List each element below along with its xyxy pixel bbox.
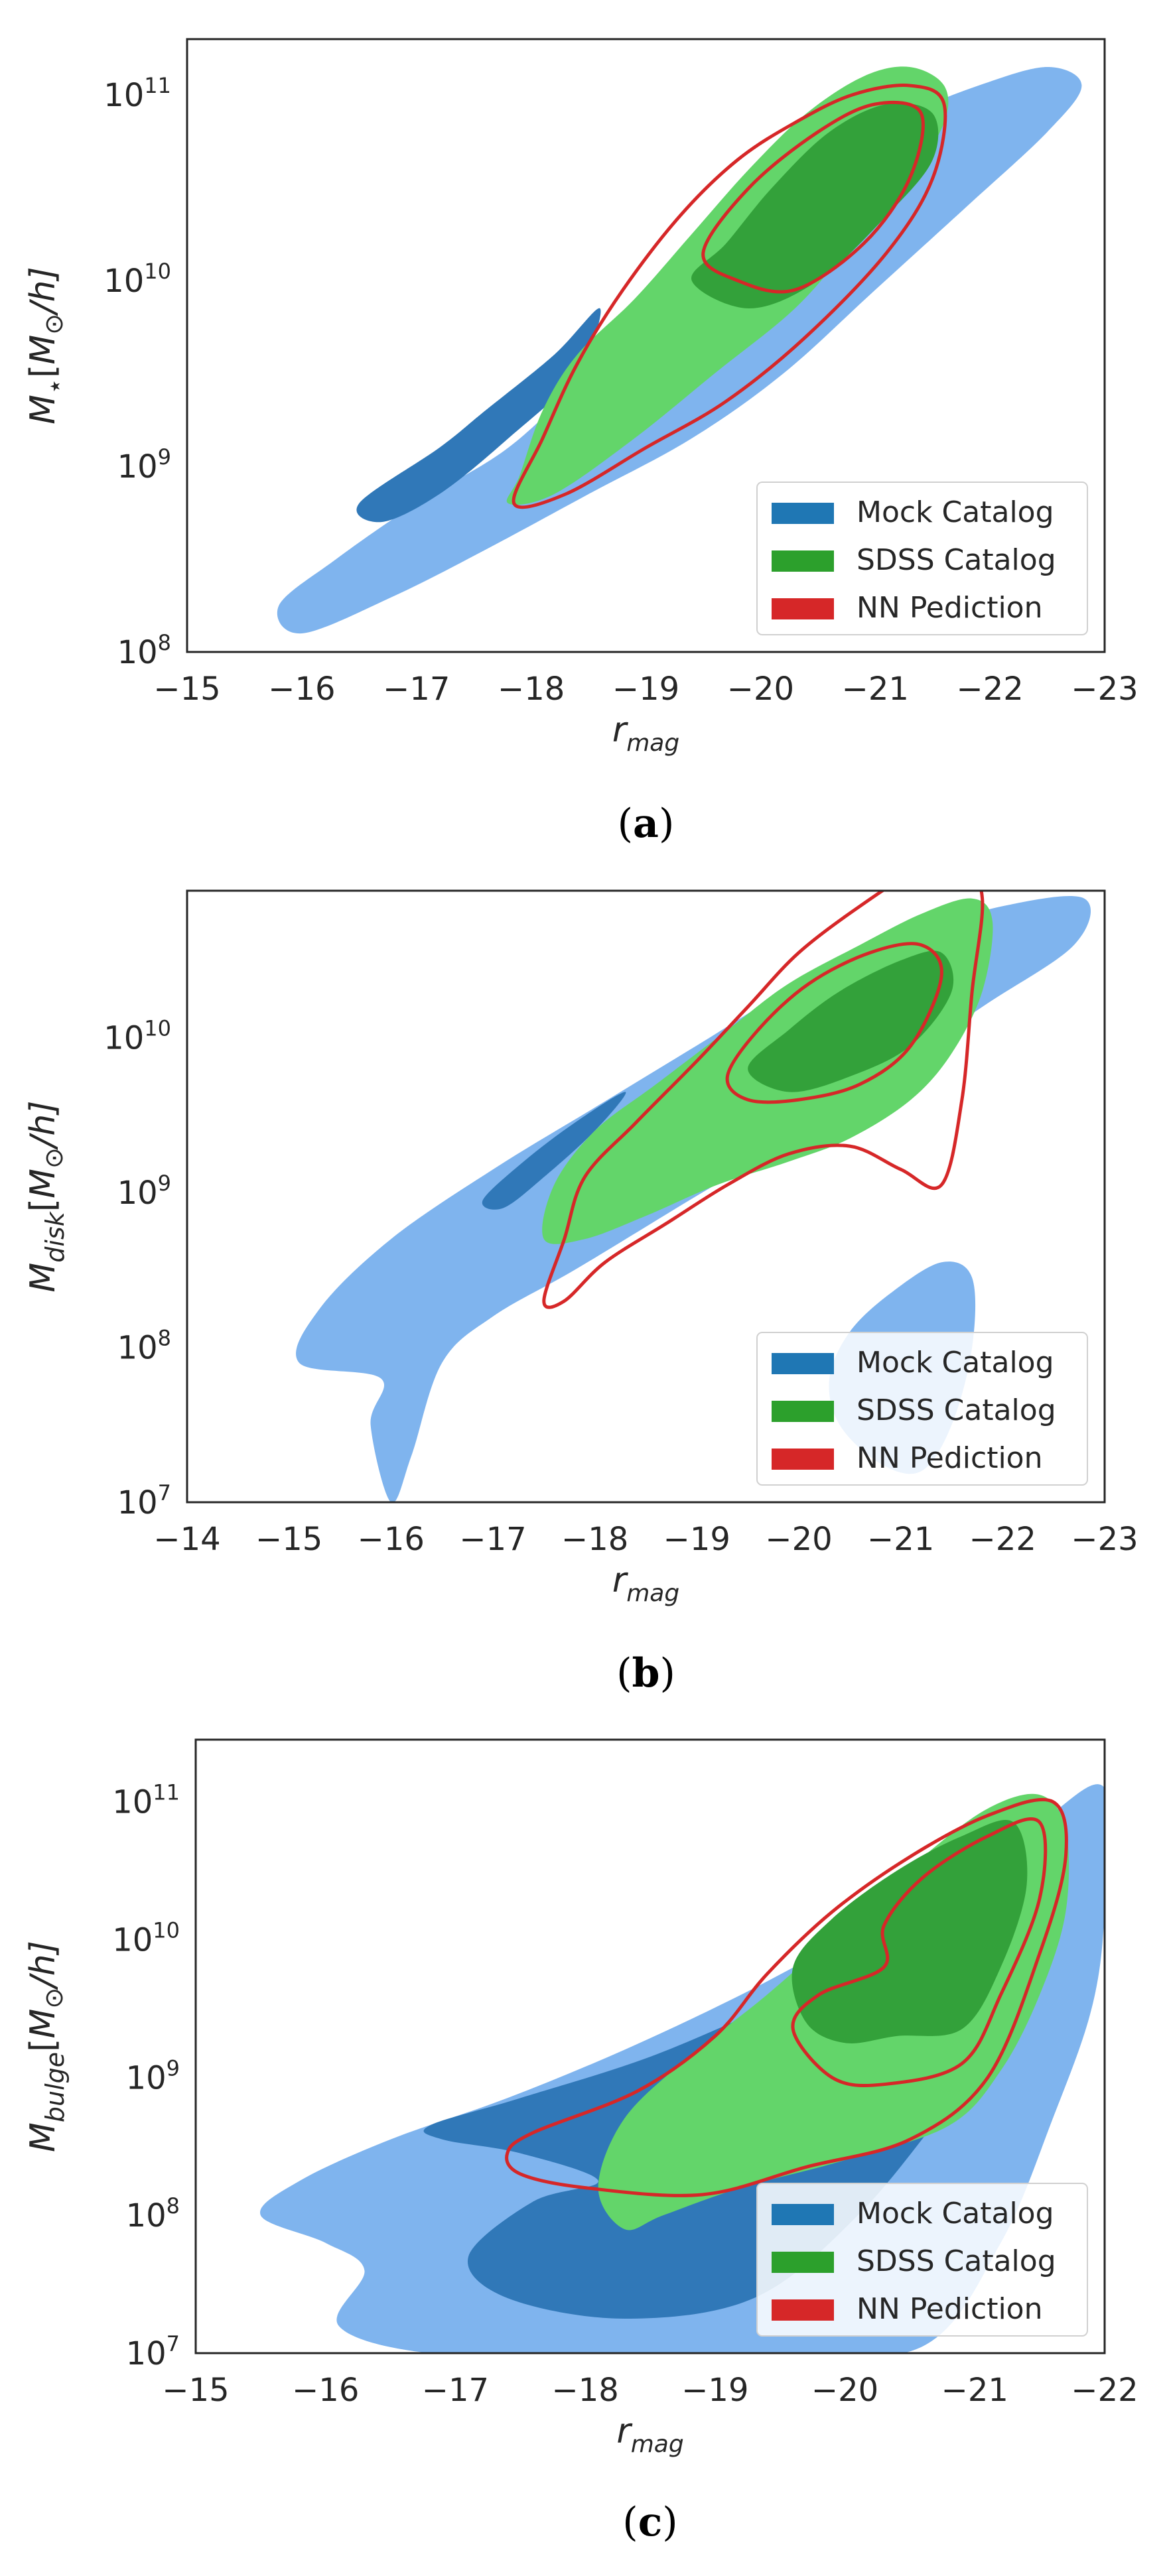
legend-nn-label: NN Pediction [857,1441,1042,1475]
legend-sdss-label: SDSS Catalog [857,1393,1056,1427]
y-tick-label: 1010 [103,1016,171,1057]
x-tick-label: −20 [727,671,794,708]
y-tick-label: 109 [117,1171,171,1212]
panel-caption: (a) [618,801,675,847]
axes-frame [186,38,1106,653]
x-tick-label: −15 [162,2372,229,2409]
legend-sdss-swatch [772,550,834,572]
y-axis-label: Mbulge[M⊙/h] [23,1941,70,2152]
plot-area [277,66,1082,634]
nn-prediction-inner-contour [701,100,925,294]
nn-prediction-outer-contour [542,891,985,1309]
x-tick-label: −19 [663,1521,730,1558]
mock-catalog-inner-contour [356,308,601,523]
x-tick-label: −23 [1071,671,1138,708]
x-tick-label: −22 [956,671,1023,708]
x-tick-label: −21 [867,1521,934,1558]
x-tick-label: −16 [358,1521,425,1558]
legend-frame [756,482,1088,635]
x-tick-label: −19 [681,2372,748,2409]
x-tick-label: −16 [292,2372,359,2409]
x-tick-label: −22 [969,1521,1036,1558]
sdss-catalog-inner-contour [748,950,954,1092]
sdss-catalog-inner-contour [791,1820,1028,2044]
x-tick-label: −21 [941,2372,1008,2409]
y-tick-label: 1010 [112,1917,180,1959]
y-tick-label: 1010 [103,259,171,300]
legend-mock-label: Mock Catalog [857,1346,1054,1380]
panel-c: −15 −16 −17 −18 −19 −20 −21 −22 107 108 109 1010 101… [23,1738,1138,2545]
legend-nn-label: NN Pediction [857,2292,1042,2326]
nn-prediction-outer-contour [512,84,947,509]
x-tick-label: −22 [1071,2372,1138,2409]
panel-b: −14 −15 −16 −17 −18 −19 −20 −21 −22 −23 107 108 109 1… [23,889,1138,1697]
legend-nn-swatch [772,598,834,619]
legend-sdss-label: SDSS Catalog [857,543,1056,577]
x-tick-label: −15 [153,671,220,708]
x-tick-label: −20 [765,1521,832,1558]
y-tick-label: 107 [126,2331,180,2372]
legend-nn-swatch [772,2299,834,2321]
panel-caption: (c) [622,2499,677,2545]
x-tick-label: −18 [551,2372,618,2409]
panels: −15 −16 −17 −18 −19 −20 −21 −22 −23 108 109 1010 101… [23,38,1138,2545]
legend-mock-label: Mock Catalog [857,495,1054,529]
x-tick-label: −20 [811,2372,878,2409]
y-tick-label: 107 [117,1480,171,1521]
legend-sdss-swatch [772,1401,834,1422]
y-tick-label: 108 [126,2193,180,2234]
mock-catalog-inner-contour [482,1092,626,1210]
legend-nn-swatch [772,1449,834,1470]
legend: Mock Catalog SDSS Catalog NN Pediction [756,1332,1088,1486]
legend-mock-label: Mock Catalog [857,2197,1054,2230]
x-tick-label: −18 [498,671,565,708]
legend-mock-swatch [772,1353,834,1374]
nn-prediction-inner-contour [725,942,943,1104]
legend-frame [756,1332,1088,1486]
y-tick-label: 1011 [112,1780,180,1821]
x-tick-label: −14 [153,1521,220,1558]
axes-frame [194,1738,1106,2354]
nn-prediction-inner-contour [791,1817,1048,2088]
panel-a: −15 −16 −17 −18 −19 −20 −21 −22 −23 108 109 1010 101… [23,38,1138,847]
x-tick-label: −18 [561,1521,628,1558]
x-axis-label: rmag [612,1561,679,1607]
legend-mock-swatch [772,2204,834,2225]
nn-prediction-outer-contour [505,1797,1068,2197]
legend-frame [756,2183,1088,2337]
legend-nn-label: NN Pediction [857,591,1042,625]
legend-mock-swatch [772,503,834,524]
y-tick-label: 108 [117,1326,171,1367]
y-tick-label: 109 [117,444,171,485]
y-tick-label: 108 [117,630,171,671]
x-tick-label: −23 [1071,1521,1138,1558]
legend-sdss-label: SDSS Catalog [857,2244,1056,2278]
y-axis-label: M⋆[M⊙/h] [23,267,70,424]
x-axis-label: rmag [612,710,679,757]
axes-frame [186,889,1106,1504]
sdss-catalog-inner-contour [691,103,939,308]
x-tick-label: −17 [422,2372,489,2409]
x-tick-label: −21 [842,671,909,708]
x-tick-label: −17 [383,671,450,708]
x-tick-label: −19 [612,671,679,708]
x-axis-label: rmag [616,2412,683,2458]
legend: Mock Catalog SDSS Catalog NN Pediction [756,2183,1088,2337]
y-tick-label: 109 [126,2055,180,2096]
legend-sdss-swatch [772,2252,834,2273]
y-axis-label: Mdisk[M⊙/h] [23,1100,70,1292]
x-tick-label: −17 [459,1521,526,1558]
x-tick-label: −15 [255,1521,322,1558]
panel-caption: (b) [616,1650,675,1697]
legend: Mock Catalog SDSS Catalog NN Pediction [756,482,1088,635]
y-tick-label: 1011 [103,73,171,114]
x-tick-label: −16 [268,671,335,708]
